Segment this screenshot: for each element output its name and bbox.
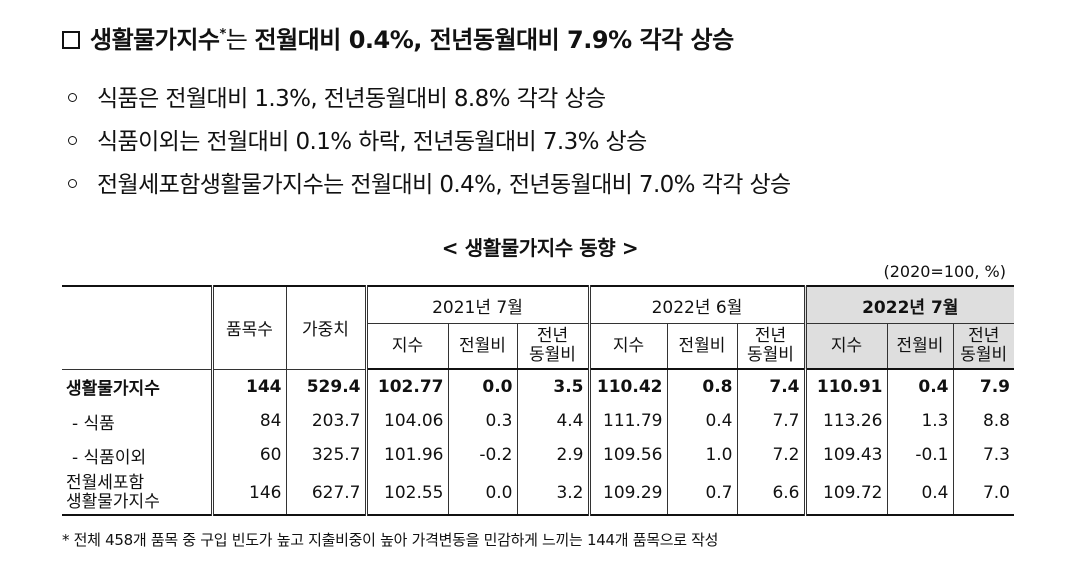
cell-weight: 529.4	[285, 369, 366, 404]
footnote: * 전체 458개 품목 중 구입 빈도가 높고 지출비중이 높아 가격변동을 …	[62, 531, 719, 549]
header-period-2021-07: 2021년 7월	[364, 285, 589, 324]
cell-value: 0.8	[666, 369, 737, 404]
cell-value: 3.5	[516, 369, 589, 404]
cell-value: 7.7	[736, 404, 805, 438]
header-index: 지수	[587, 323, 667, 370]
cell-weight: 203.7	[285, 404, 366, 438]
headline-marker: *	[219, 27, 226, 42]
cell-value: 104.06	[364, 404, 448, 438]
headline: 생활물가지수*는 전월대비 0.4%, 전년동월대비 7.9% 각각 상승	[62, 20, 734, 55]
cell-value: 101.96	[364, 438, 448, 472]
cell-items: 60	[210, 438, 286, 472]
cell-value: 4.4	[516, 404, 589, 438]
cell-value: 7.3	[952, 438, 1014, 472]
cell-value: 0.7	[666, 472, 737, 516]
cell-value: 109.29	[587, 472, 667, 516]
row-name: 전월세포함 생활물가지수	[62, 472, 212, 516]
header-index: 지수	[364, 323, 448, 370]
circle-bullet-icon	[68, 136, 77, 145]
table-row: 전월세포함 생활물가지수 146 627.7 102.55 0.0 3.2 109…	[62, 472, 1014, 516]
cell-value: 3.2	[516, 472, 589, 516]
header-period-2022-06: 2022년 6월	[587, 285, 805, 324]
cell-items: 146	[210, 472, 286, 516]
header-blank	[62, 285, 212, 370]
header-mom: 전월비	[886, 323, 953, 370]
table-row: 생활물가지수 144 529.4 102.77 0.0 3.5 110.42 0…	[62, 369, 1014, 404]
cell-value: -0.1	[886, 438, 953, 472]
checkbox-square-icon	[62, 31, 80, 49]
cell-value: 7.4	[736, 369, 805, 404]
cell-items: 84	[210, 404, 286, 438]
row-name: 생활물가지수	[66, 379, 160, 400]
list-item: 식품이외는 전월대비 0.1% 하락, 전년동월대비 7.3% 상승	[68, 127, 791, 170]
cell-value: 111.79	[587, 404, 667, 438]
cell-value: 7.2	[736, 438, 805, 472]
cell-value: 7.9	[952, 369, 1014, 404]
cell-value: 7.0	[952, 472, 1014, 516]
list-item: 식품은 전월대비 1.3%, 전년동월대비 8.8% 각각 상승	[68, 84, 791, 127]
cell-value: 0.0	[447, 472, 517, 516]
header-yoy: 전년 동월비	[516, 323, 589, 370]
cell-value: 102.77	[364, 369, 448, 404]
cell-value: 0.0	[447, 369, 517, 404]
header-mom: 전월비	[666, 323, 737, 370]
cell-value: 0.4	[666, 404, 737, 438]
price-index-table: 품목수 가중치 2021년 7월 2022년 6월 2022년 7월 지수 전월…	[62, 285, 1014, 516]
header-index: 지수	[803, 323, 887, 370]
cell-value: 1.3	[886, 404, 953, 438]
cell-value: -0.2	[447, 438, 517, 472]
table-caption: < 생활물가지수 동향 >	[441, 236, 639, 260]
header-yoy: 전년 동월비	[736, 323, 805, 370]
header-items: 품목수	[210, 285, 286, 370]
row-name: - 식품	[72, 413, 115, 434]
row-name: - 식품이외	[72, 447, 147, 468]
header-mom: 전월비	[447, 323, 517, 370]
cell-value: 109.56	[587, 438, 667, 472]
table-row: - 식품이외 60 325.7 101.96 -0.2 2.9 109.56 1…	[62, 438, 1014, 472]
cell-value: 0.4	[886, 472, 953, 516]
cell-value: 8.8	[952, 404, 1014, 438]
cell-value: 109.43	[803, 438, 887, 472]
headline-particle: 는	[225, 26, 255, 54]
bullet-text: 식품이외는 전월대비 0.1% 하락, 전년동월대비 7.3% 상승	[97, 129, 647, 155]
table-row: - 식품 84 203.7 104.06 0.3 4.4 111.79 0.4 …	[62, 404, 1014, 438]
cell-weight: 325.7	[285, 438, 366, 472]
headline-rest: 전월대비 0.4%, 전년동월대비 7.9% 각각 상승	[254, 26, 735, 54]
cell-value: 102.55	[364, 472, 448, 516]
header-weight: 가중치	[285, 285, 366, 370]
cell-weight: 627.7	[285, 472, 366, 516]
headline-term: 생활물가지수	[90, 26, 220, 54]
bullet-text: 식품은 전월대비 1.3%, 전년동월대비 8.8% 각각 상승	[97, 86, 606, 112]
cell-value: 113.26	[803, 404, 887, 438]
table-unit: (2020=100, %)	[883, 262, 1006, 281]
bullet-text: 전월세포함생활물가지수는 전월대비 0.4%, 전년동월대비 7.0% 각각 상…	[97, 172, 791, 198]
cell-value: 0.4	[886, 369, 953, 404]
cell-items: 144	[210, 369, 286, 404]
list-item: 전월세포함생활물가지수는 전월대비 0.4%, 전년동월대비 7.0% 각각 상…	[68, 170, 791, 213]
cell-value: 1.0	[666, 438, 737, 472]
bullet-list: 식품은 전월대비 1.3%, 전년동월대비 8.8% 각각 상승 식품이외는 전…	[68, 84, 791, 213]
circle-bullet-icon	[68, 179, 77, 188]
cell-value: 6.6	[736, 472, 805, 516]
cell-value: 2.9	[516, 438, 589, 472]
cell-value: 110.42	[587, 369, 667, 404]
cell-value: 109.72	[803, 472, 887, 516]
header-period-2022-07: 2022년 7월	[803, 285, 1014, 324]
cell-value: 110.91	[803, 369, 887, 404]
circle-bullet-icon	[68, 93, 77, 102]
cell-value: 0.3	[447, 404, 517, 438]
header-yoy: 전년 동월비	[952, 323, 1014, 370]
